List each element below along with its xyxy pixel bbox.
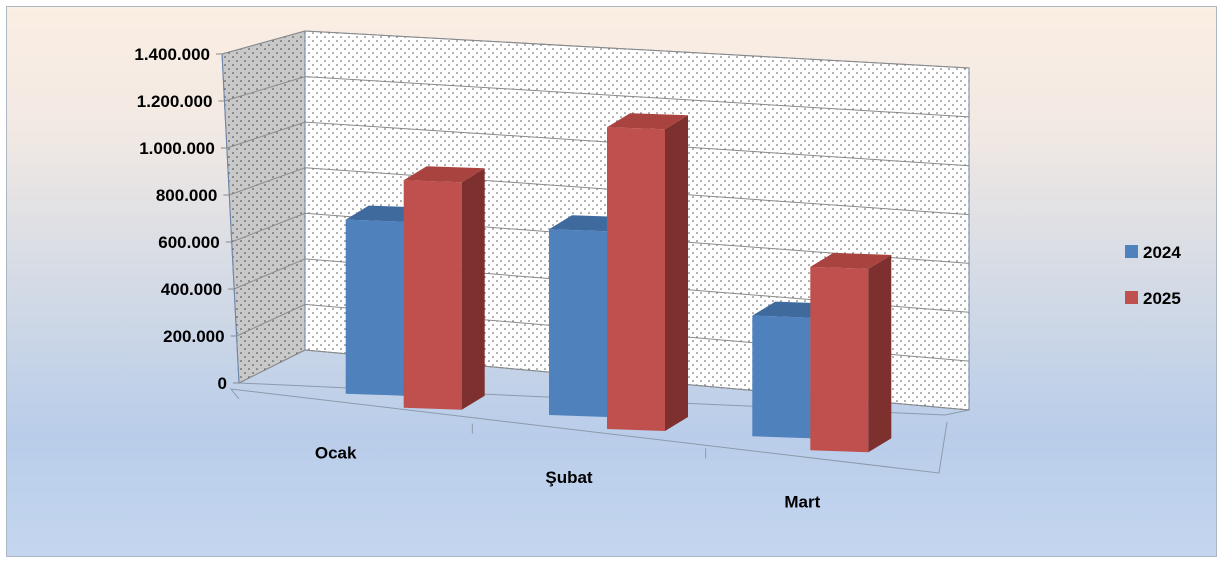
bar-top-2025-Mart xyxy=(810,252,892,269)
bar-side-2025-Şubat xyxy=(665,115,688,431)
side-wall xyxy=(221,30,306,384)
gridline xyxy=(238,349,970,411)
y-tick-label: 800.000 xyxy=(156,186,217,205)
legend-label: 2025 xyxy=(1143,289,1181,308)
gridline xyxy=(233,258,970,313)
y-tick-label: 1.200.000 xyxy=(137,92,213,111)
x-axis xyxy=(229,388,948,474)
x-tick-label: Mart xyxy=(784,493,820,512)
bar-chart-3d: 0 200.000 400.000 600.000 800.000 1.000.000 1.… xyxy=(134,30,1181,512)
legend-label: 2024 xyxy=(1143,243,1181,262)
gridline xyxy=(229,167,970,216)
y-tick-label: 600.000 xyxy=(158,233,219,252)
y-tick-label: 1.000.000 xyxy=(139,139,215,158)
bar-front-2025-Mart xyxy=(810,266,869,453)
x-tick-label: Şubat xyxy=(545,468,593,487)
bar-front-2024-Ocak xyxy=(345,219,404,396)
bar-side-2025-Mart xyxy=(868,254,892,453)
bar-front-2025-Şubat xyxy=(607,127,665,431)
legend-swatch xyxy=(1125,291,1138,304)
bar-front-2024-Mart xyxy=(752,315,811,439)
y-tick-label: 200.000 xyxy=(163,327,224,346)
x-tick-label: Ocak xyxy=(315,443,357,462)
bar-front-2025-Ocak xyxy=(403,180,462,410)
legend-swatch xyxy=(1125,245,1138,258)
bar-front-2024-Şubat xyxy=(549,229,607,417)
gridline xyxy=(224,76,970,118)
gridline xyxy=(236,303,970,362)
gridline xyxy=(221,30,970,69)
gridline xyxy=(231,212,970,264)
bar-top-2025-Şubat xyxy=(607,113,688,130)
y-axis xyxy=(221,53,240,384)
chart-area: 0 200.000 400.000 600.000 800.000 1.000.000 1.… xyxy=(6,6,1217,557)
y-tick-label: 400.000 xyxy=(161,280,222,299)
y-tick-label: 0 xyxy=(218,374,227,393)
gridline xyxy=(226,121,970,167)
bar-top-2025-Ocak xyxy=(403,166,485,183)
y-tick-label: 1.400.000 xyxy=(134,45,210,64)
bar-side-2025-Ocak xyxy=(461,168,485,410)
